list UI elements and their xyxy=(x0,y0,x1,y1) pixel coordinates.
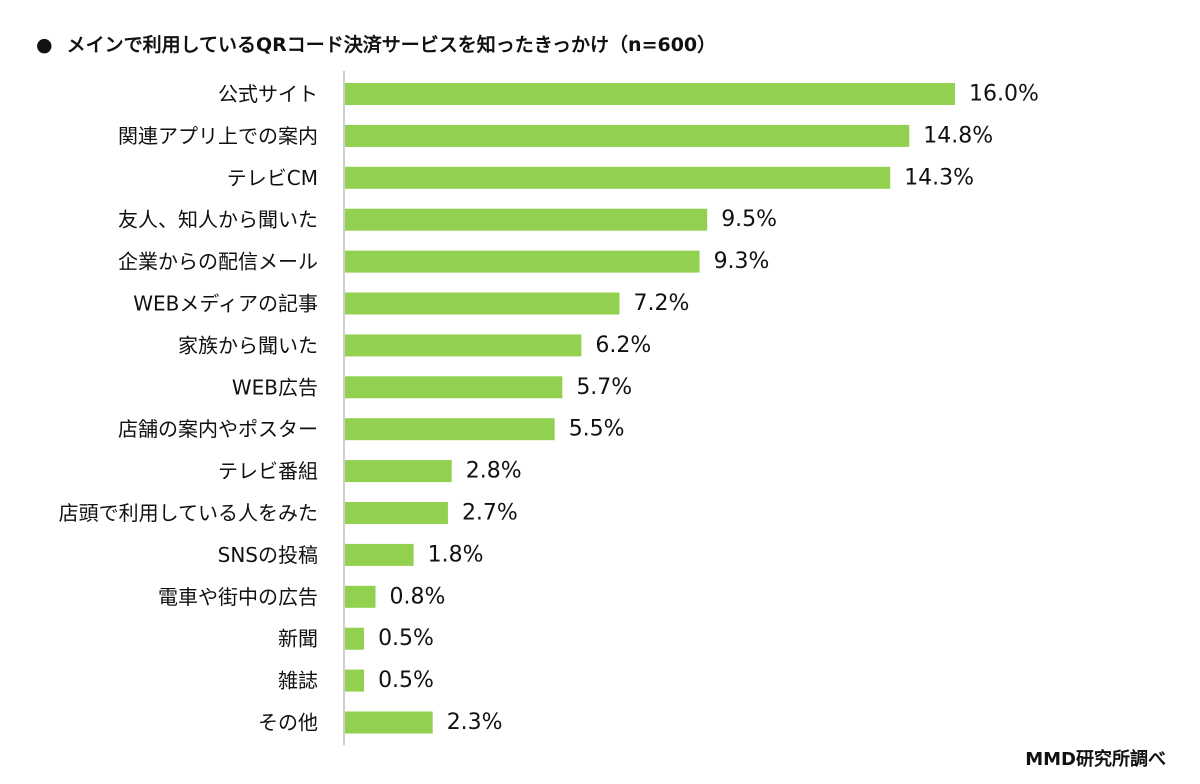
data-label: 9.3% xyxy=(714,249,770,274)
bar xyxy=(345,208,708,231)
category-label: 新聞 xyxy=(278,627,318,651)
bar xyxy=(345,669,365,692)
bar xyxy=(345,460,452,483)
data-label: 6.2% xyxy=(595,333,651,358)
data-label: 9.5% xyxy=(721,207,777,232)
data-label: 14.3% xyxy=(904,165,974,190)
category-label: 関連アプリ上での案内 xyxy=(118,124,318,148)
data-label: 1.8% xyxy=(428,542,484,567)
category-label: 友人、知人から聞いた xyxy=(118,208,318,232)
category-label: 公式サイト xyxy=(218,82,318,106)
category-label: WEB広告 xyxy=(232,375,318,399)
category-label: 店舗の案内やポスター xyxy=(118,417,318,441)
bar xyxy=(345,502,448,524)
bar xyxy=(345,543,414,566)
bar xyxy=(345,83,955,105)
data-label: 14.8% xyxy=(923,123,993,148)
bar xyxy=(345,292,620,315)
bar xyxy=(345,627,365,650)
bar xyxy=(345,585,376,608)
bar xyxy=(345,124,910,147)
category-label: 店頭で利用している人をみた xyxy=(59,501,318,525)
data-label: 5.7% xyxy=(576,375,632,400)
source-note: MMD研究所調べ xyxy=(1025,749,1166,770)
category-label: 家族から聞いた xyxy=(178,333,318,357)
title-bullet: ● xyxy=(36,34,53,56)
data-label: 7.2% xyxy=(634,291,690,316)
bar xyxy=(345,711,433,734)
category-label: 電車や街中の広告 xyxy=(158,585,318,609)
data-label: 0.5% xyxy=(378,626,434,651)
data-label: 5.5% xyxy=(569,417,625,442)
category-label: 企業からの配信メール xyxy=(118,250,318,274)
chart-title: ● メインで利用しているQRコード決済サービスを知ったきっかけ（n=600） xyxy=(36,30,716,57)
data-label: 0.5% xyxy=(378,668,434,693)
data-label: 2.3% xyxy=(447,710,503,735)
bar xyxy=(345,250,700,273)
bar xyxy=(345,376,563,399)
title-text: メインで利用しているQRコード決済サービスを知ったきっかけ（n=600） xyxy=(66,34,717,56)
data-label: 0.8% xyxy=(390,584,446,609)
category-label: WEBメディアの記事 xyxy=(133,292,318,316)
bar xyxy=(345,334,582,357)
category-label: テレビCM xyxy=(227,166,318,190)
category-label: テレビ番組 xyxy=(218,459,318,483)
data-label: 16.0% xyxy=(969,82,1039,107)
bar xyxy=(345,166,891,189)
bar xyxy=(345,418,555,441)
data-label: 2.8% xyxy=(466,459,522,484)
category-label: その他 xyxy=(258,711,318,735)
category-label: 雑誌 xyxy=(278,669,318,693)
data-label: 2.7% xyxy=(462,501,518,526)
category-label: SNSの投稿 xyxy=(218,543,318,567)
